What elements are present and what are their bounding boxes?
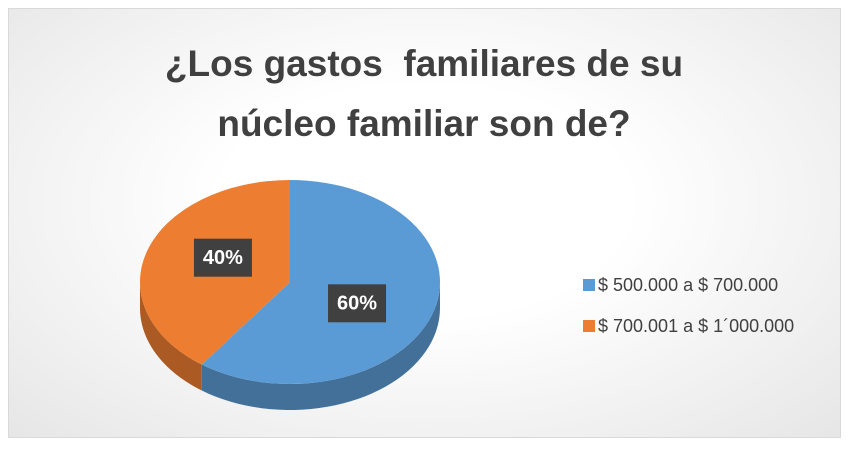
- legend-swatch: [583, 279, 595, 291]
- legend-label: $ 700.001 a $ 1´000.000: [598, 316, 794, 336]
- data-label-box: [328, 284, 387, 323]
- legend-label: $ 500.000 a $ 700.000: [598, 275, 778, 295]
- pie-side: [140, 282, 202, 391]
- data-label-box: [193, 238, 252, 277]
- data-label: 60%: [337, 293, 377, 315]
- legend-swatch: [583, 320, 595, 332]
- chart-title: ¿Los gastos familiares de su núcleo fami…: [164, 43, 694, 144]
- data-label: 40%: [203, 247, 243, 269]
- chart-frame: [8, 8, 841, 438]
- pie-side: [201, 282, 440, 410]
- pie-slice: [201, 180, 440, 384]
